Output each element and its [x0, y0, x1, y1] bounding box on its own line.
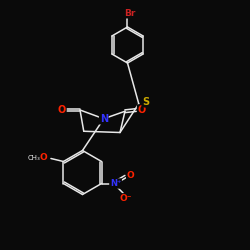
Text: N: N: [100, 114, 108, 124]
Text: O: O: [127, 171, 134, 180]
Text: O: O: [138, 105, 146, 115]
Text: Br: Br: [124, 9, 135, 18]
Text: S: S: [142, 97, 149, 107]
Text: N⁺: N⁺: [110, 179, 121, 188]
Text: O: O: [58, 105, 66, 115]
Text: O⁻: O⁻: [119, 194, 132, 203]
Text: O: O: [39, 154, 47, 162]
Text: CH₃: CH₃: [28, 155, 40, 161]
